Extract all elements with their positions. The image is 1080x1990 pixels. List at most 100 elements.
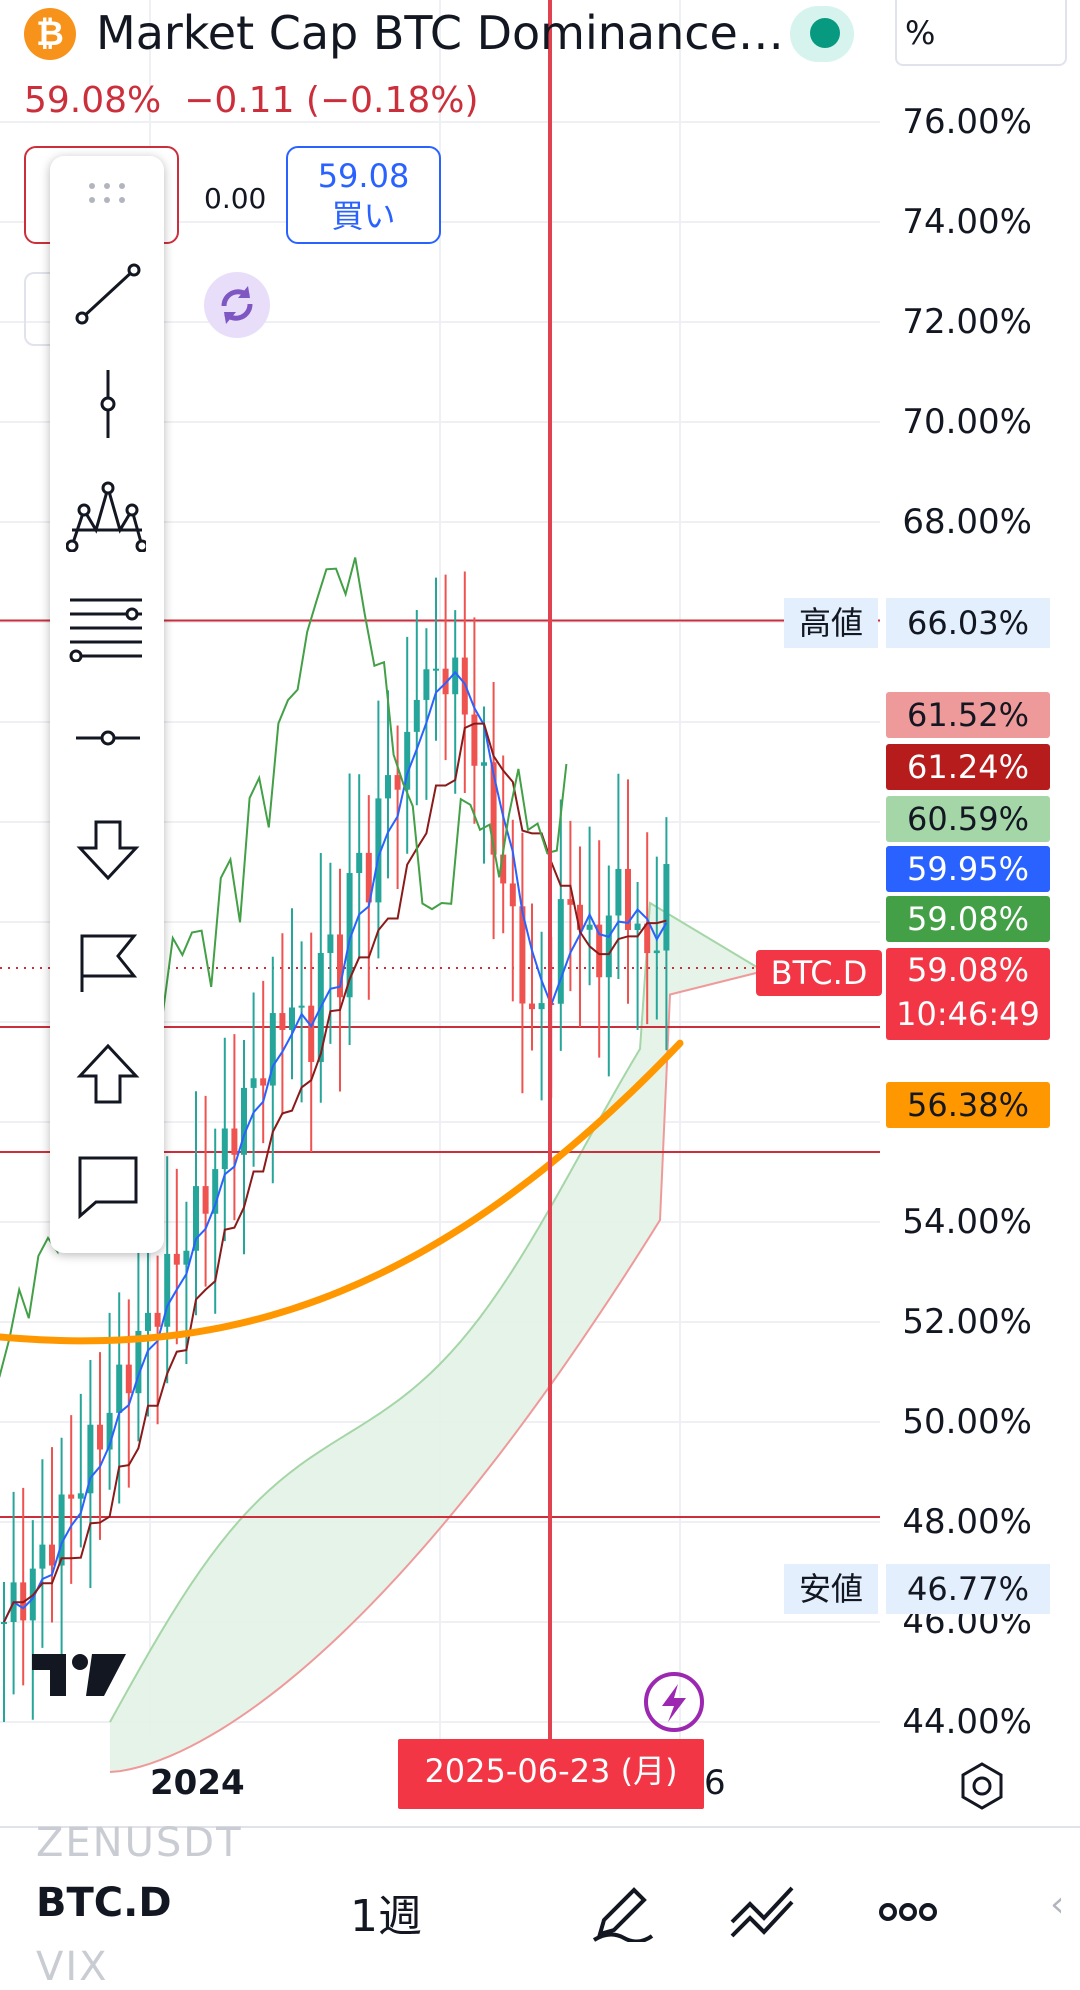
pencil-icon — [592, 1887, 654, 1944]
time-axis-label: 6 — [704, 1763, 726, 1803]
tool-flag[interactable] — [50, 912, 164, 1012]
candle-body — [442, 668, 449, 695]
buy-label: 買い — [331, 197, 396, 235]
candle-body — [202, 1186, 209, 1214]
tool-vertical-line[interactable] — [50, 354, 164, 454]
collapse-arrow-icon[interactable]: ‹ — [1050, 1884, 1065, 1925]
candle-body — [269, 1013, 276, 1086]
candle-body — [327, 934, 334, 953]
cloud-fill — [110, 903, 790, 1772]
indicator-tag-kijun: 61.24% — [886, 744, 1050, 790]
candle-body — [605, 915, 612, 978]
candle-body — [423, 669, 430, 700]
candle-body — [87, 1424, 94, 1494]
candle-body — [356, 852, 363, 874]
market-open-dot-icon — [810, 18, 840, 48]
price-change: −0.11 (−0.18%) — [184, 80, 479, 121]
candle-body — [116, 1364, 123, 1413]
price-change-line: 59.08% −0.11 (−0.18%) — [24, 80, 479, 121]
tool-trend-line[interactable] — [50, 244, 164, 344]
crosshair-date-tag: 2025-06-23 (月) — [398, 1739, 704, 1809]
candle-body — [634, 923, 641, 930]
current-price-tag: 59.08% 10:46:49 — [886, 948, 1050, 1040]
candle-body — [365, 852, 372, 903]
candle-body — [346, 873, 353, 998]
candle-body — [250, 1078, 257, 1088]
ma-tag: 56.38% — [886, 1082, 1050, 1128]
candle-body — [183, 1250, 190, 1265]
indicator-tag-chikou: 59.08% — [886, 896, 1050, 942]
low-label: 安値 — [784, 1564, 878, 1614]
candle-body — [413, 699, 420, 732]
kijun-line — [3, 722, 667, 1623]
trend-line-icon — [75, 263, 141, 325]
settings-icon — [961, 1762, 1003, 1810]
time-axis-label: 2024 — [150, 1763, 245, 1803]
tool-arrow-up[interactable] — [50, 1024, 164, 1124]
candle-body — [375, 798, 382, 903]
tradingview-logo-icon[interactable] — [32, 1650, 128, 1704]
candle-body — [500, 854, 507, 884]
candle-body — [58, 1494, 65, 1566]
candle-body — [557, 899, 564, 1004]
refresh-icon — [221, 286, 253, 324]
candle-body — [337, 934, 343, 998]
candle-body — [644, 923, 651, 954]
buy-price: 59.08 — [317, 157, 410, 195]
tool-arrow-down[interactable] — [50, 800, 164, 900]
candle-body — [481, 762, 487, 766]
flash-icon[interactable] — [644, 1672, 704, 1732]
candle-body — [77, 1493, 84, 1499]
vertical-line-icon — [100, 370, 116, 438]
indicators-button[interactable] — [728, 1878, 800, 1946]
candle-body — [394, 775, 401, 790]
arrow-down-icon — [76, 820, 140, 881]
drag-handle-icon — [89, 183, 125, 203]
drawing-mode-button[interactable] — [590, 1878, 654, 1946]
tool-pattern[interactable] — [50, 466, 164, 566]
symbol-button[interactable]: BTC.D — [36, 1880, 172, 1926]
candle-body — [596, 924, 603, 978]
candle-body — [567, 899, 574, 905]
price-axis-label: 68.00% — [902, 502, 1032, 542]
btc-logo-icon: ₿ — [24, 8, 76, 60]
tool-comment[interactable] — [50, 1136, 164, 1236]
candle-body — [106, 1412, 113, 1450]
candle-body — [97, 1424, 103, 1450]
refresh-button[interactable] — [204, 272, 270, 338]
scale-mode-button[interactable]: % — [895, 0, 1067, 66]
symbol-title[interactable]: Market Cap BTC Dominance… — [96, 6, 784, 60]
arrow-up-icon — [76, 1043, 140, 1104]
interval-button[interactable]: 1週 — [350, 1891, 422, 1942]
candle-body — [538, 1003, 545, 1010]
previous-symbol[interactable]: ZENUSDT — [36, 1820, 243, 1866]
candle-body — [135, 1330, 142, 1394]
candle-body — [577, 904, 583, 930]
buy-button[interactable]: 59.08 買い — [286, 146, 441, 244]
price-axis-label: 48.00% — [902, 1502, 1032, 1542]
chart-settings-button[interactable] — [958, 1762, 1006, 1814]
candle-body — [586, 924, 593, 930]
price-axis-label: 50.00% — [902, 1402, 1032, 1442]
tool-horizontal-ray[interactable] — [50, 688, 164, 788]
ichimoku-cloud — [109, 901, 791, 1773]
high-label: 高値 — [784, 598, 878, 648]
more-button[interactable] — [876, 1878, 940, 1946]
next-symbol[interactable]: VIX — [36, 1944, 109, 1990]
more-icon — [879, 1903, 937, 1921]
indicators-icon — [730, 1886, 794, 1938]
candle-body — [289, 1007, 295, 1030]
candle-body — [39, 1544, 46, 1569]
high-value: 66.03% — [886, 598, 1050, 648]
candle-body — [663, 864, 670, 951]
indicator-tag-tenkan: 59.95% — [886, 846, 1050, 892]
tool-fib-lines[interactable] — [50, 576, 164, 676]
price-axis-label: 70.00% — [902, 402, 1032, 442]
candle-body — [298, 1005, 305, 1008]
candle-body — [1, 1622, 7, 1624]
drawing-toolbar-drag-handle[interactable] — [50, 164, 164, 234]
bar-countdown: 10:46:49 — [896, 995, 1040, 1033]
price-axis-label: 52.00% — [902, 1302, 1032, 1342]
candle-body — [615, 868, 622, 916]
candle-body — [125, 1364, 132, 1394]
